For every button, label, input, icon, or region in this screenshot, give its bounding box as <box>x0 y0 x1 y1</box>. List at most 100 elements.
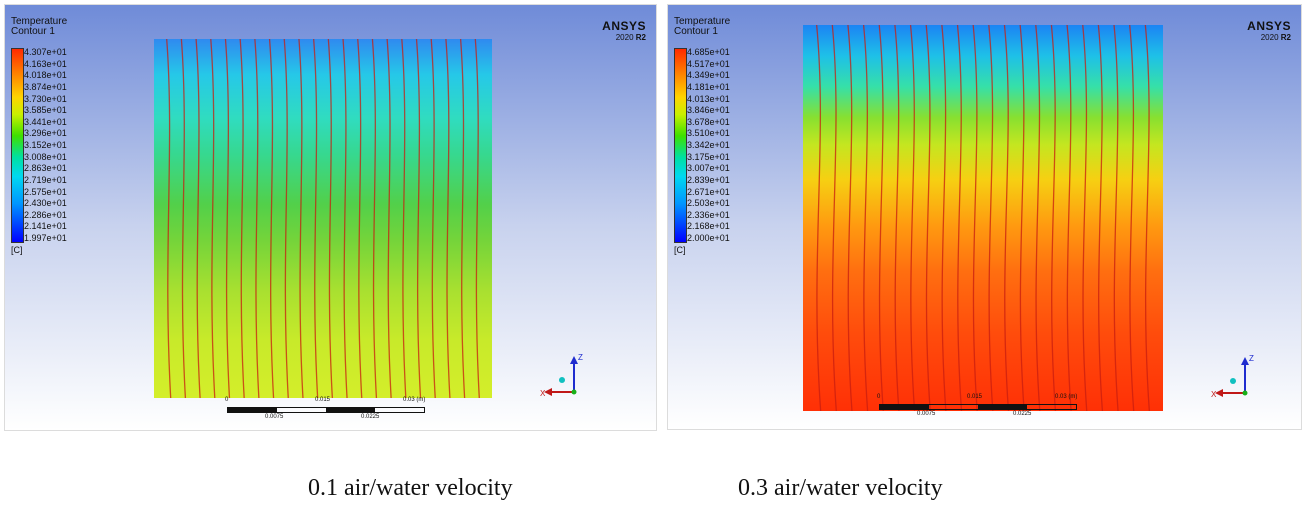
triad-icon: Z X <box>1211 354 1254 399</box>
logo-version: 2020 <box>615 33 634 42</box>
legend-tick: 4.307e+01 <box>24 47 67 57</box>
streak-line <box>166 39 172 398</box>
streak-lines <box>816 25 1150 411</box>
legend-title: Temperature <box>11 16 68 27</box>
legend-tick: 2.503e+01 <box>687 198 730 209</box>
axis-triad: Z X <box>540 350 590 400</box>
legend-tick: 4.517e+01 <box>687 58 730 69</box>
streak-line <box>283 39 289 398</box>
legend-tick: 3.175e+01 <box>687 151 730 162</box>
streak-line <box>1035 25 1041 411</box>
streak-line <box>1082 25 1088 411</box>
logo-version: 2020 <box>1260 33 1279 42</box>
streak-line <box>313 39 319 398</box>
z-axis-label: Z <box>578 353 583 362</box>
legend-tick: 3.510e+01 <box>687 128 730 139</box>
legend-tick: 2.671e+01 <box>687 186 730 197</box>
legend-tick: 3.874e+01 <box>24 81 67 92</box>
streak-line <box>239 39 245 398</box>
legend-tick: 3.441e+01 <box>24 116 67 127</box>
legend-tick: 3.007e+01 <box>687 163 730 174</box>
triad-icon: Z X <box>540 353 583 398</box>
logo-release: R2 <box>1280 33 1291 42</box>
legend-tick: 3.846e+01 <box>687 105 730 116</box>
streak-line <box>941 25 947 411</box>
streak-line <box>268 39 275 398</box>
streak-line <box>357 39 363 398</box>
streak-line <box>862 25 869 411</box>
legend-header: Temperature Contour 1 <box>674 17 730 37</box>
streak-line <box>195 39 201 398</box>
legend-subtitle: Contour 1 <box>11 26 55 37</box>
legend-tick: 2.286e+01 <box>24 209 67 220</box>
streak-line <box>972 25 978 411</box>
legend-tick: 3.008e+01 <box>24 151 67 162</box>
streak-line <box>1019 25 1025 411</box>
legend-tick: 2.575e+01 <box>24 186 67 197</box>
legend-header: Temperature Contour 1 <box>11 17 67 37</box>
streak-line <box>180 39 187 398</box>
legend-tick: 4.013e+01 <box>687 93 730 104</box>
streak-line <box>925 25 931 411</box>
legend-ticks: 4.307e+01 4.163e+01 4.018e+01 3.874e+01 … <box>24 48 67 243</box>
streak-line <box>1144 25 1150 411</box>
legend-tick: 3.730e+01 <box>24 93 67 104</box>
legend-tick: 2.168e+01 <box>687 221 730 232</box>
streak-line <box>1113 25 1119 411</box>
streak-line <box>831 25 837 411</box>
legend-tick: 3.678e+01 <box>687 116 730 127</box>
legend-tick: 4.685e+01 <box>687 47 730 57</box>
streak-line <box>445 39 451 398</box>
streak-line <box>956 25 963 411</box>
scale-label: 0.0075 <box>917 411 936 417</box>
legend-unit: [C] <box>11 245 23 255</box>
scale-label: 0.0075 <box>265 414 284 420</box>
streak-line <box>401 39 407 398</box>
ansys-logo: ANSYS 2020 R2 <box>1247 19 1291 42</box>
logo-brand: ANSYS <box>1247 19 1291 33</box>
legend-tick: 1.997e+01 <box>24 233 67 243</box>
contour-panel-right: Temperature Contour 1 ANSYS 2020 R2 4.68… <box>667 4 1302 430</box>
streak-line <box>430 39 436 398</box>
streak-line <box>371 39 378 398</box>
x-axis-label: X <box>540 389 546 398</box>
legend-tick: 2.863e+01 <box>24 163 67 174</box>
legend-subtitle: Contour 1 <box>674 26 718 37</box>
scale-label: 0.015 <box>315 397 331 403</box>
streak-lines <box>166 39 480 398</box>
scale-label: 0.03 (m) <box>403 397 426 403</box>
legend-tick: 3.296e+01 <box>24 128 67 139</box>
logo-brand: ANSYS <box>602 19 646 33</box>
streak-line <box>386 39 392 398</box>
streak-line <box>878 25 884 411</box>
legend-tick: 2.839e+01 <box>687 174 730 185</box>
streak-line <box>894 25 900 411</box>
streak-line <box>254 39 260 398</box>
legend-tick: 3.152e+01 <box>24 140 67 150</box>
legend-tick: 2.336e+01 <box>687 209 730 220</box>
streak-line <box>816 25 822 411</box>
streak-line <box>474 39 480 398</box>
legend-tick: 4.181e+01 <box>687 81 730 92</box>
scale-bar: 0 0.015 0.03 (m) 0.0075 0.0225 <box>877 394 1079 420</box>
streak-line <box>210 39 216 398</box>
contour-plot <box>154 39 492 398</box>
streak-line <box>342 39 348 398</box>
legend-tick: 4.018e+01 <box>24 70 67 81</box>
streak-line <box>909 25 916 411</box>
legend-title: Temperature <box>674 16 731 27</box>
scale-label: 0 <box>225 397 229 403</box>
contour-plot <box>803 25 1163 411</box>
scale-label: 0.03 (m) <box>1055 394 1078 400</box>
color-bar <box>674 48 687 243</box>
z-axis-label: Z <box>1249 354 1254 363</box>
legend-tick: 3.342e+01 <box>687 140 730 150</box>
legend-tick: 2.141e+01 <box>24 221 67 232</box>
caption-right: 0.3 air/water velocity <box>738 475 943 501</box>
ansys-logo: ANSYS 2020 R2 <box>602 19 646 42</box>
legend-unit: [C] <box>674 245 686 255</box>
scale-bar: 0 0.015 0.03 (m) 0.0075 0.0225 <box>225 397 427 423</box>
logo-release: R2 <box>635 33 646 42</box>
legend-ticks: 4.685e+01 4.517e+01 4.349e+01 4.181e+01 … <box>687 48 730 243</box>
axis-triad: Z X <box>1211 351 1261 401</box>
